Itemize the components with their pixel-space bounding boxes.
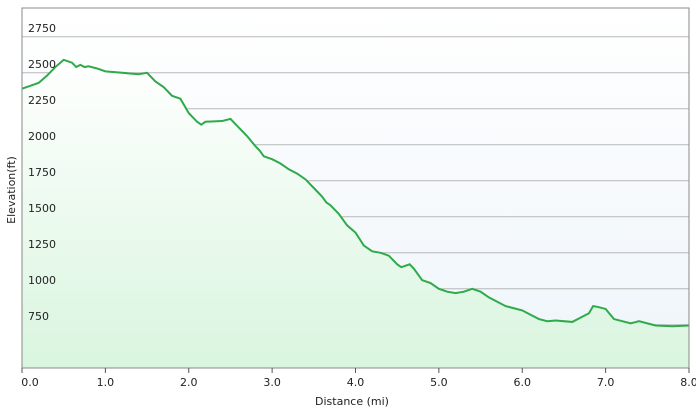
y-tick-label: 2250 <box>28 94 56 107</box>
y-tick-label: 1750 <box>28 166 56 179</box>
y-tick-label: 2750 <box>28 22 56 35</box>
y-tick-label: 2000 <box>28 130 56 143</box>
x-tick-label: 4.0 <box>347 376 365 389</box>
y-tick-label: 750 <box>28 310 49 323</box>
y-tick-label: 2500 <box>28 58 56 71</box>
x-tick-label: 3.0 <box>263 376 281 389</box>
x-tick-label: 7.0 <box>597 376 615 389</box>
elevation-line <box>21 58 690 328</box>
y-tick-label: 1000 <box>28 274 56 287</box>
y-axis-label: Elevation(ft) <box>5 156 18 224</box>
area-fill <box>22 59 689 369</box>
x-axis-label: Distance (mi) <box>315 395 389 408</box>
x-tick-label: 5.0 <box>430 376 448 389</box>
x-tick-label: 2.0 <box>180 376 198 389</box>
x-tick-label: 1.0 <box>97 376 115 389</box>
x-tick-label: 8.0 <box>680 376 696 389</box>
x-tick-label: 0.0 <box>21 376 39 389</box>
y-tick-label: 1500 <box>28 202 56 215</box>
y-tick-label: 1250 <box>28 238 56 251</box>
x-tick-label: 6.0 <box>514 376 532 389</box>
